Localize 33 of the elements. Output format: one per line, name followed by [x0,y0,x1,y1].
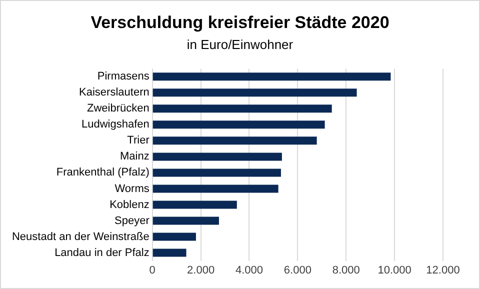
y-tick-label: Neustadt an der Weinstraße [12,230,150,243]
bar [152,88,357,97]
y-tick-label: Mainz [120,150,150,163]
bar [152,120,325,129]
y-tick-label: Landau in der Pfalz [54,246,150,259]
bar [152,152,282,161]
y-tick-label: Worms [114,182,150,195]
x-tick-label: 10.000 [378,264,412,276]
y-tick-label: Speyer [114,214,150,227]
bar [152,136,317,145]
bar [152,168,281,177]
chart-title: Verschuldung kreisfreier Städte 2020 [90,13,390,33]
bar [152,184,278,193]
y-tick-label: Ludwigshafen [81,118,150,131]
bar [152,200,237,209]
y-tick-label: Kaiserslautern [79,86,150,99]
x-tick-label: 0 [149,264,156,276]
y-tick-label: Frankenthal (Pfalz) [56,166,150,179]
bar [152,232,196,241]
y-tick-label: Trier [127,134,150,147]
bar [152,216,219,225]
x-tick-label: 8.000 [332,264,360,276]
chart-subtitle: in Euro/Einwohner [186,37,294,52]
x-tick-label: 6.000 [284,264,312,276]
bar [152,72,391,81]
y-tick-label: Zweibrücken [87,102,150,115]
bar [152,248,186,257]
bar [152,104,332,113]
x-tick-label: 4.000 [235,264,264,276]
x-tick-label: 12.000 [426,264,460,276]
x-tick-label: 2.000 [187,264,215,276]
y-tick-label: Pirmasens [97,70,150,83]
y-tick-label: Koblenz [110,198,150,211]
